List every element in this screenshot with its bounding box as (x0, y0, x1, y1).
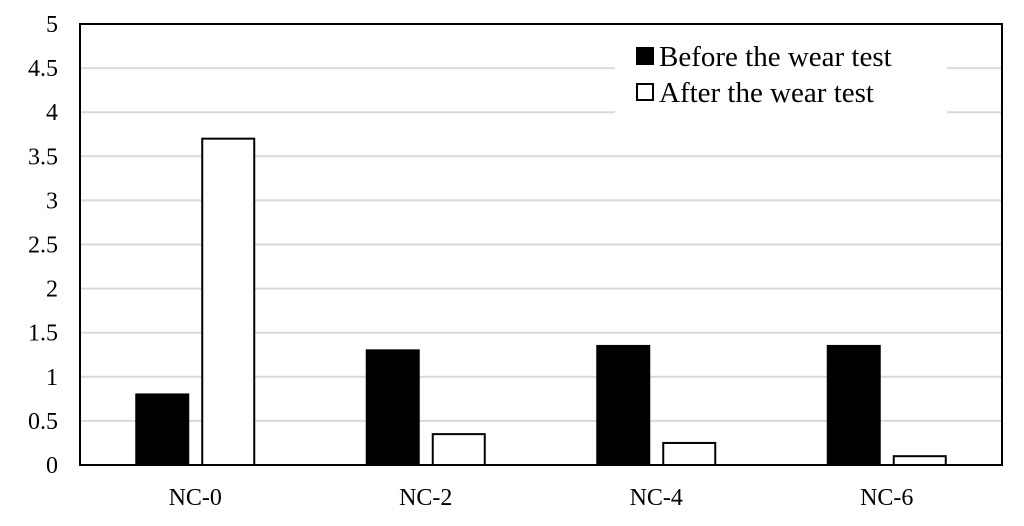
legend: Before the wear test After the wear test (615, 38, 947, 114)
y-tick-label: 2 (46, 277, 58, 303)
bar-nc-4-series-1 (596, 344, 651, 466)
y-tick-label: 1 (46, 365, 58, 391)
plot-frame (79, 23, 1003, 466)
y-tick-label: 3 (46, 188, 58, 214)
bar-nc-0-series-2 (201, 137, 256, 466)
bar-nc-0-series-1 (135, 393, 190, 466)
legend-swatch (636, 47, 654, 65)
x-tick-labels: NC-0 NC-2 NC-4 NC-6 (169, 485, 914, 511)
bar-nc-2-series-1 (365, 349, 420, 466)
y-tick-label: 3.5 (28, 144, 58, 170)
x-tick-label: NC-0 (169, 485, 222, 511)
y-tick-label: 2.5 (28, 233, 58, 259)
y-tick-labels: 0 0.5 1 1.5 2 2.5 3 3.5 4 4.5 5 (28, 12, 58, 479)
legend-background (615, 38, 947, 114)
bar-nc-6-series-2 (892, 455, 947, 466)
legend-label: Before the wear test (659, 41, 892, 73)
bars (135, 137, 947, 467)
y-tick-label: 0 (46, 453, 58, 479)
x-tick-label: NC-2 (399, 485, 452, 511)
x-tick-label: NC-4 (630, 485, 683, 511)
legend-swatch (636, 83, 654, 101)
axes (79, 23, 1003, 466)
y-tick-label: 1.5 (28, 321, 58, 347)
y-tick-label: 5 (46, 12, 58, 38)
bar-nc-2-series-2 (431, 433, 486, 467)
y-tick-label: 4 (46, 100, 58, 126)
bar-nc-4-series-2 (662, 441, 717, 467)
legend-label: After the wear test (659, 77, 874, 109)
y-tick-label: 4.5 (28, 56, 58, 82)
bar-nc-6-series-1 (826, 344, 881, 466)
x-tick-label: NC-6 (860, 485, 913, 511)
y-tick-label: 0.5 (28, 409, 58, 435)
